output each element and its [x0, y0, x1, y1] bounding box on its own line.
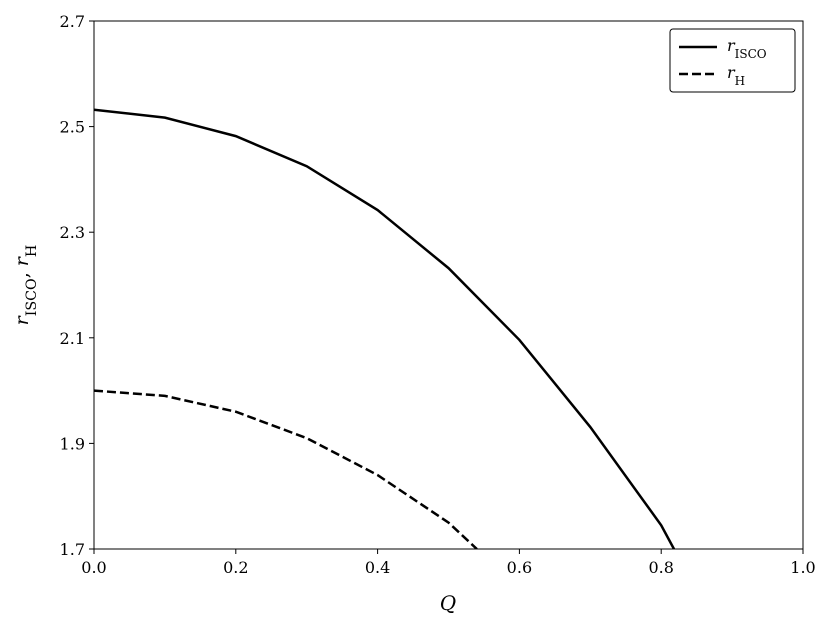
y-tick-label: 1.7 [60, 540, 85, 559]
y-tick-label: 2.1 [60, 329, 85, 348]
legend-label: rH [727, 63, 745, 88]
x-tick-label: 0.4 [365, 558, 390, 577]
x-tick-label: 0.2 [223, 558, 248, 577]
x-tick-label: 0.6 [507, 558, 532, 577]
legend-label: rISCO [727, 36, 767, 61]
series-line [94, 108, 676, 549]
y-axis-label: rISCO, rH [11, 245, 40, 326]
y-tick-label: 2.3 [60, 223, 85, 242]
y-tick-label: 2.5 [60, 118, 85, 137]
x-tick-label: 1.0 [790, 558, 815, 577]
x-axis-label: Q [440, 591, 456, 615]
y-tick-label: 1.9 [60, 434, 85, 453]
series-line [94, 389, 478, 549]
y-tick-label: 2.7 [60, 12, 85, 31]
plot-frame [93, 20, 804, 550]
x-tick-label: 0.8 [648, 558, 673, 577]
x-tick-label: 0.0 [81, 558, 106, 577]
legend-box [669, 28, 796, 93]
